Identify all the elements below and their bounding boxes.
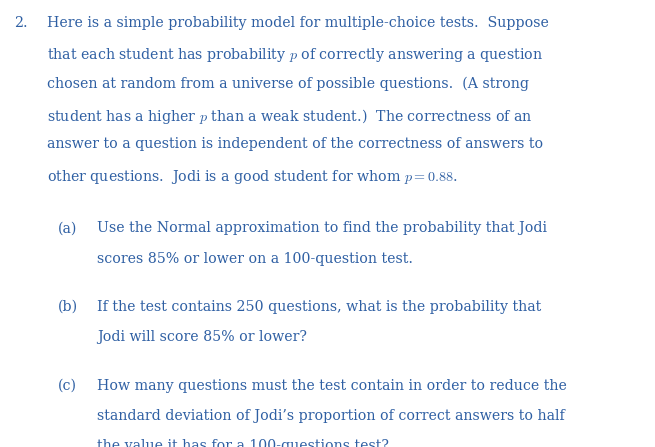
Text: (b): (b) [58,300,78,314]
Text: the value it has for a 100-questions test?: the value it has for a 100-questions tes… [97,439,389,447]
Text: 2.: 2. [14,16,28,30]
Text: Jodi will score 85% or lower?: Jodi will score 85% or lower? [97,330,307,344]
Text: student has a higher $p$ than a weak student.)  The correctness of an: student has a higher $p$ than a weak stu… [47,107,533,126]
Text: answer to a question is independent of the correctness of answers to: answer to a question is independent of t… [47,137,543,151]
Text: that each student has probability $p$ of correctly answering a question: that each student has probability $p$ of… [47,46,543,64]
Text: standard deviation of Jodi’s proportion of correct answers to half: standard deviation of Jodi’s proportion … [97,409,565,423]
Text: (c): (c) [58,379,77,392]
Text: scores 85% or lower on a 100-question test.: scores 85% or lower on a 100-question te… [97,252,413,266]
Text: Use the Normal approximation to find the probability that Jodi: Use the Normal approximation to find the… [97,221,547,235]
Text: If the test contains 250 questions, what is the probability that: If the test contains 250 questions, what… [97,300,541,314]
Text: other questions.  Jodi is a good student for whom $p = 0.88$.: other questions. Jodi is a good student … [47,168,458,186]
Text: Here is a simple probability model for multiple-choice tests.  Suppose: Here is a simple probability model for m… [47,16,549,30]
Text: (a): (a) [58,221,77,235]
Text: How many questions must the test contain in order to reduce the: How many questions must the test contain… [97,379,567,392]
Text: chosen at random from a universe of possible questions.  (A strong: chosen at random from a universe of poss… [47,76,529,91]
